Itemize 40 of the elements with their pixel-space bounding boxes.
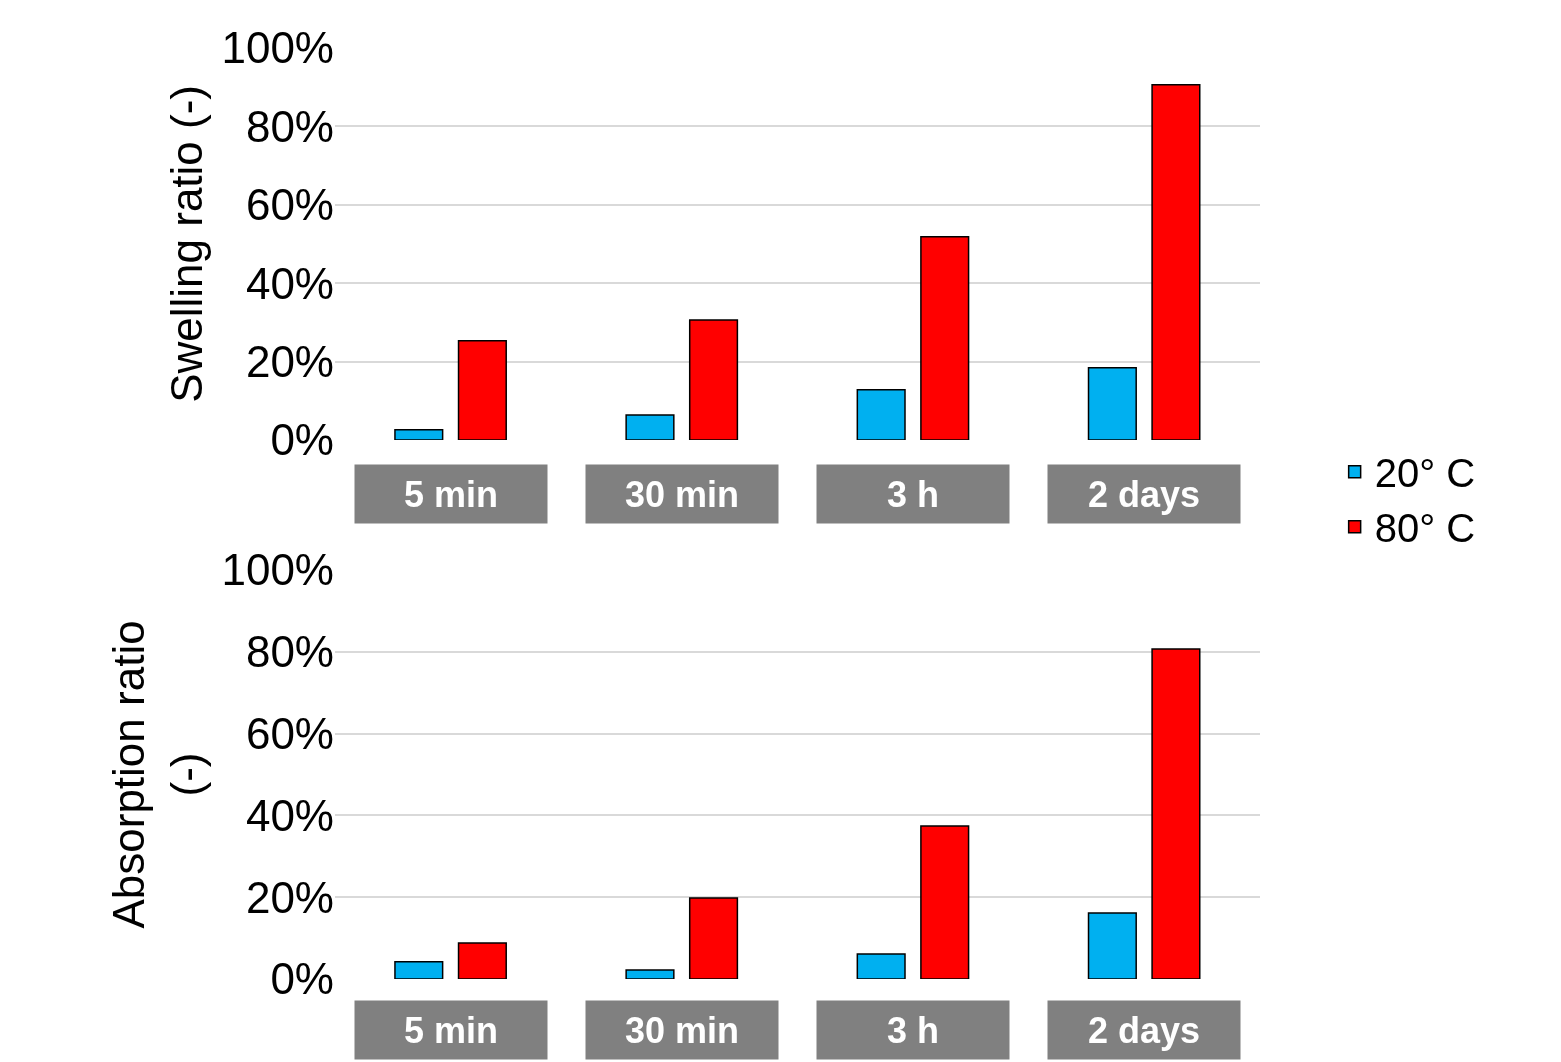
y-tick-label: 100%: [221, 545, 334, 595]
y-tick-label: 40%: [245, 790, 334, 840]
y-tick-label: 40%: [245, 258, 334, 308]
y-tick-label: 20%: [245, 872, 334, 922]
bar: [856, 953, 906, 979]
legend-label: 20° C: [1374, 451, 1476, 496]
bar: [1087, 367, 1137, 440]
y-tick-label: 60%: [245, 180, 334, 230]
bar: [457, 942, 507, 979]
y-tick-label: 60%: [245, 708, 334, 758]
bar: [457, 340, 507, 440]
x-tick-label: 2 days: [1087, 1009, 1201, 1051]
bar: [394, 961, 444, 979]
y-axis-title: Absorption ratio (-): [104, 620, 211, 929]
x-tick-label: 30 min: [624, 473, 740, 515]
x-tick-label: 2 days: [1087, 473, 1201, 515]
x-tick-label: 30 min: [624, 1009, 740, 1051]
bar: [920, 825, 970, 979]
y-tick-label: 20%: [245, 336, 334, 386]
bar: [688, 319, 739, 440]
bar: [1151, 83, 1201, 440]
bar: [1087, 912, 1137, 979]
x-tick-label: 3 h: [886, 473, 940, 515]
bar: [394, 429, 444, 440]
bar: [1151, 648, 1201, 979]
y-axis-title: Swelling ratio (-): [161, 84, 211, 403]
bar: [920, 236, 970, 440]
y-tick-label: 0%: [270, 415, 334, 465]
y-tick-label: 0%: [270, 954, 334, 1004]
y-tick-label: 80%: [245, 627, 334, 677]
y-tick-label: 80%: [245, 101, 334, 151]
y-tick-label: 100%: [221, 23, 334, 73]
legend-label: 80° C: [1374, 506, 1476, 551]
x-tick-label: 5 min: [403, 473, 499, 515]
bar: [625, 969, 675, 979]
bar: [856, 389, 906, 440]
bar: [625, 414, 675, 440]
x-tick-label: 5 min: [403, 1009, 499, 1051]
x-tick-label: 3 h: [886, 1009, 940, 1051]
bar: [688, 897, 739, 979]
